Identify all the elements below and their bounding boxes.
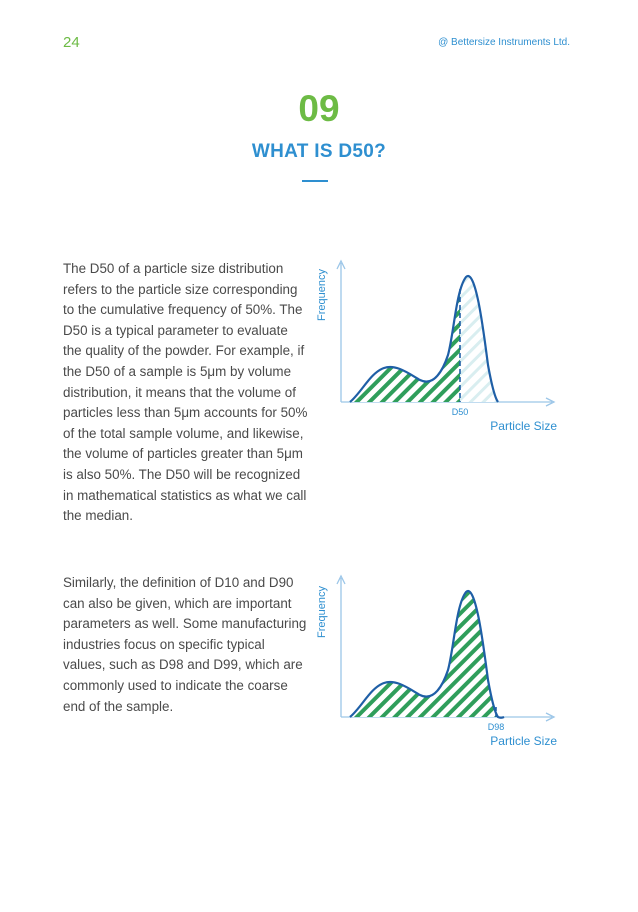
distribution-curve [349,275,499,403]
title-divider [302,180,328,182]
y-axis-label: Frequency [316,586,328,638]
x-axis-arrow-icon [545,712,556,722]
d50-paragraph: The D50 of a particle size distribution … [63,261,308,524]
section-title: WHAT IS D50? [251,141,387,162]
page-number: 24 [63,34,80,51]
d50-diagram-svg: D50 Particle Size Frequency [316,259,557,433]
below-d98-region [350,591,498,717]
y-axis-arrow-icon [336,574,346,585]
d98-diagram-svg: D98 Particle Size Frequency [316,574,557,748]
d50-distribution-diagram: D50 Particle Size Frequency [310,255,570,445]
company-name: @ Bettersize Instruments Ltd. [438,37,570,48]
below-d50-region [350,291,460,402]
d10-d90-paragraph: Similarly, the definition of D10 and D90… [63,575,307,714]
d98-marker-label: D98 [488,722,505,732]
section-number: 09 [298,88,340,129]
x-axis-arrow-icon [545,397,556,407]
distribution-curve [349,590,505,719]
x-axis-label: Particle Size [490,734,557,748]
d50-marker-label: D50 [452,407,469,417]
d98-distribution-diagram: D98 Particle Size Frequency [310,570,570,760]
y-axis-arrow-icon [336,259,346,270]
y-axis-label: Frequency [316,269,328,321]
x-axis-label: Particle Size [490,419,557,433]
